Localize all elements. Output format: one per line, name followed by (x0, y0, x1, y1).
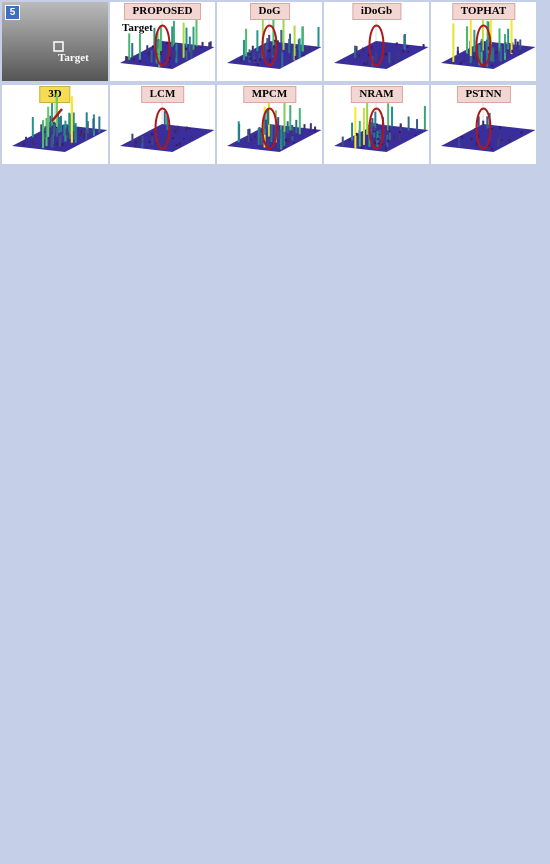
base (334, 124, 429, 152)
base (441, 124, 536, 152)
surface-plot (334, 20, 429, 69)
method-label: PSTNN (456, 86, 511, 103)
method-cell: PSTNN (431, 85, 536, 164)
method-label: NRAM (350, 86, 403, 103)
target-marker (261, 107, 278, 150)
arrow (51, 108, 63, 122)
target-marker (475, 107, 492, 150)
method-label: LCM (140, 86, 185, 103)
surface-plot (227, 99, 322, 152)
target-marker (154, 107, 171, 150)
surface-plot (227, 13, 322, 69)
plot-target-label: Target (122, 22, 153, 34)
target-marker (261, 24, 278, 67)
surface-plot (120, 17, 215, 69)
three-d-cell: 3D (2, 85, 108, 164)
base (227, 124, 322, 152)
surface-plot (12, 93, 108, 152)
base (227, 41, 322, 69)
method-cell: TOPHAT (431, 2, 536, 81)
method-cell: PROPOSED Target (110, 2, 215, 81)
target-marker (368, 107, 385, 150)
image-target-label: Target (58, 52, 89, 64)
method-cell: NRAM (324, 85, 429, 164)
method-cell: LCM (110, 85, 215, 164)
method-cell: iDoGb (324, 2, 429, 81)
panel-number: 5 (5, 5, 20, 20)
method-label: MPCM (242, 86, 297, 103)
image-cell: 5 Target (2, 2, 108, 81)
target-marker (368, 24, 385, 67)
surface-plot (441, 11, 536, 69)
three-d-label: 3D (39, 86, 71, 103)
surface-plot (120, 103, 215, 152)
surface-plot (441, 103, 536, 152)
method-label: DoG (249, 3, 290, 20)
target-box (53, 41, 64, 52)
method-label: PROPOSED (123, 3, 202, 20)
target-marker (475, 24, 492, 67)
base (120, 124, 215, 152)
target-marker (154, 24, 171, 67)
method-cell: DoG (217, 2, 322, 81)
base (334, 41, 429, 69)
surface-plot (334, 101, 429, 152)
method-label: iDoGb (351, 3, 402, 20)
method-cell: MPCM (217, 85, 322, 164)
method-label: TOPHAT (451, 3, 516, 20)
